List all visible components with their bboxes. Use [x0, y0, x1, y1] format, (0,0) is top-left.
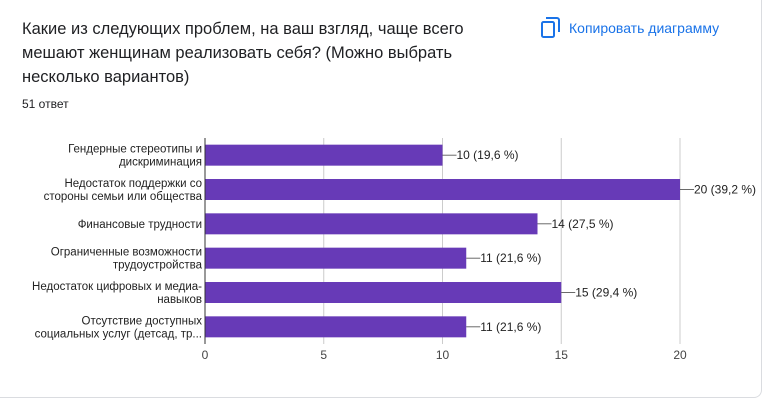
data-label-5: 11 (21,6 %) [480, 320, 541, 334]
copy-chart-label: Копировать диаграмму [569, 20, 720, 36]
category-label-1: Недостаток поддержки со стороны семьи или… [44, 178, 203, 203]
bar-2 [205, 213, 538, 235]
bar-5 [205, 316, 467, 338]
bar-4 [205, 282, 562, 303]
data-label-1: 20 (39,2 %) [694, 183, 756, 197]
bar-3 [205, 247, 467, 269]
bar-0 [205, 144, 443, 166]
data-label-0: 10 (19,6 %) [457, 148, 519, 162]
category-label-2: Финансовые трудности [78, 219, 202, 231]
data-label-2: 14 (27,5 %) [552, 217, 614, 231]
x-tick-label-0: 0 [202, 348, 209, 362]
category-label-4: Недостаток цифровых и медиа-навыков [32, 281, 202, 306]
x-tick-label-1: 5 [320, 348, 327, 362]
data-label-3: 11 (21,6 %) [480, 251, 541, 265]
data-label-4: 15 (29,4 %) [575, 286, 637, 300]
x-tick-label-2: 10 [436, 348, 450, 362]
question-title: Какие из следующих проблем, на ваш взгля… [22, 20, 464, 86]
response-count: 51 ответ [22, 97, 69, 111]
category-label-3: Ограниченные возможности трудоустройства [51, 247, 203, 272]
copy-chart-button[interactable]: Копировать диаграмму [540, 13, 719, 43]
x-tick-label-4: 20 [673, 348, 687, 362]
x-tick-label-3: 15 [555, 348, 569, 362]
category-label-0: Гендерные стереотипы и дискриминация [68, 144, 202, 169]
copy-icon [540, 17, 560, 39]
bar-1 [205, 179, 680, 200]
category-label-5: Отсутствие доступных социальных услуг (де… [35, 315, 203, 340]
